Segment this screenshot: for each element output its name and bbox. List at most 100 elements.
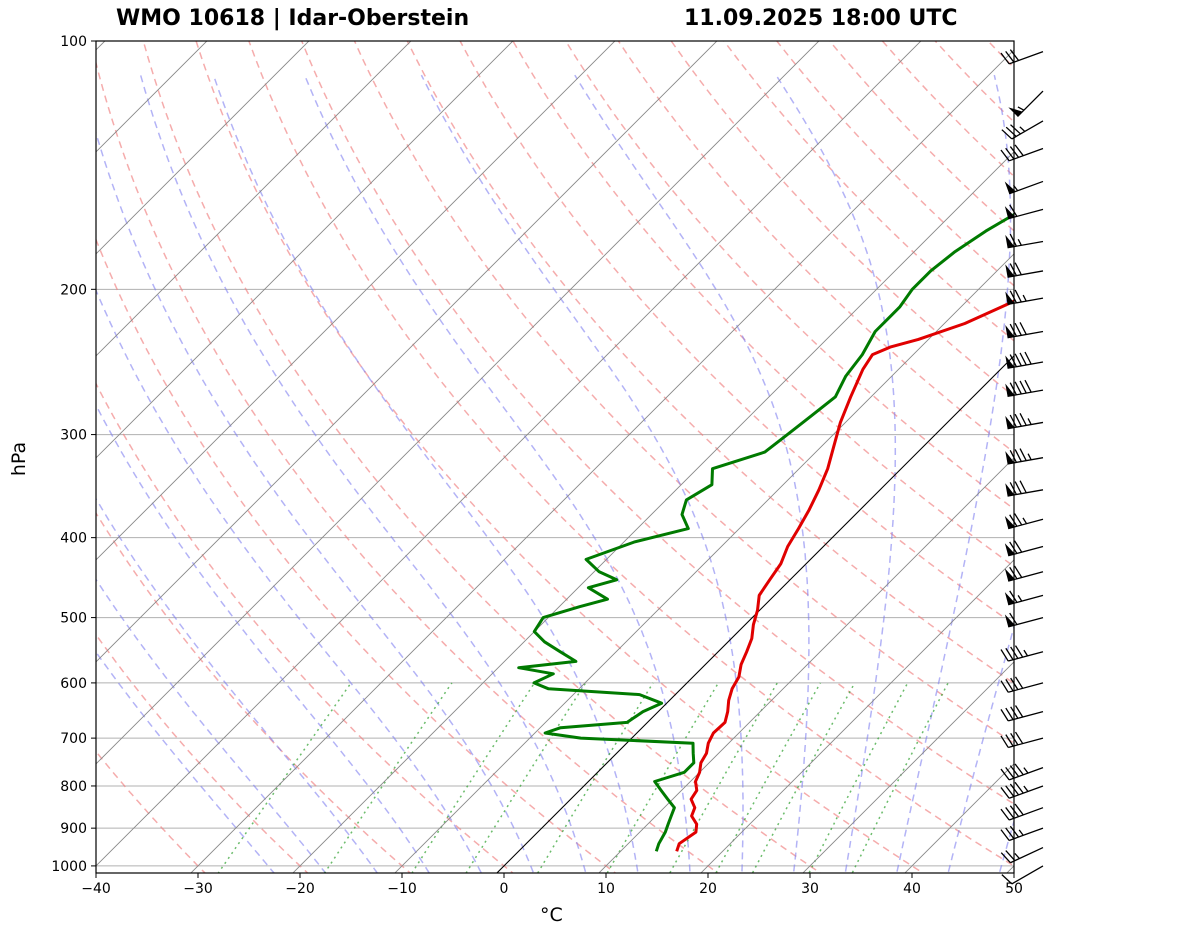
barb-pennant	[1005, 291, 1015, 305]
mixing-ratio-line	[323, 682, 453, 873]
isotherm	[96, 41, 412, 357]
barb-flag	[1010, 677, 1019, 690]
barb-pennant	[1005, 264, 1015, 278]
barb-flag	[1009, 590, 1018, 603]
y-tick-label: 700	[60, 731, 87, 747]
barb-flag	[1009, 323, 1017, 337]
barb-half-flag	[1023, 785, 1029, 792]
barb-flag	[1014, 803, 1024, 816]
barb-flag	[1010, 706, 1019, 719]
x-tick-label: −10	[387, 881, 417, 897]
barb-flag	[1005, 50, 1015, 63]
wind-barb	[1000, 846, 1044, 864]
dry-adiabat	[881, 41, 1014, 178]
barb-flag	[1014, 289, 1022, 303]
y-axis: 1000 900 800 700 600 500 400 300 200 100	[51, 34, 96, 875]
wind-barb	[1000, 763, 1044, 781]
moist-adiabat	[775, 74, 897, 873]
wind-barb	[1005, 351, 1044, 369]
barb-staff	[1007, 330, 1044, 339]
y-tick-label: 300	[60, 428, 87, 444]
barb-flag	[1019, 380, 1027, 394]
moist-adiabat	[96, 578, 327, 873]
barb-flag	[1005, 766, 1015, 779]
dry-adiabat	[96, 750, 207, 873]
wind-barb	[1004, 590, 1044, 606]
barb-flag	[1019, 480, 1027, 494]
barb-flag	[1019, 322, 1027, 335]
x-axis-label: °C	[540, 904, 563, 926]
y-tick-label: 500	[60, 611, 87, 627]
mixing-ratio-line	[217, 682, 352, 873]
barb-flag	[1000, 787, 1010, 799]
dry-adiabat	[96, 511, 412, 873]
barb-flag	[1014, 322, 1022, 336]
barb-pennant	[1005, 383, 1015, 397]
isotherm	[96, 41, 310, 255]
moist-adiabat	[96, 288, 483, 873]
barb-flag	[1014, 413, 1022, 427]
barb-flag	[1000, 649, 1009, 662]
wind-barb	[1005, 262, 1044, 278]
dry-adiabat	[670, 41, 1014, 398]
wind-barb	[1004, 612, 1044, 628]
dry-adiabat	[248, 41, 1014, 867]
dry-adiabat	[564, 41, 1014, 510]
x-tick-label: 10	[597, 881, 615, 897]
moist-adiabat	[96, 497, 379, 873]
barb-half-flag	[1017, 595, 1023, 602]
isotherm	[190, 49, 1014, 873]
barb-half-flag	[1022, 294, 1027, 302]
wind-barb	[1004, 540, 1044, 557]
barb-flag	[1005, 850, 1016, 862]
dry-adiabat	[96, 60, 720, 873]
chart-title-time: 11.09.2025 18:00 UTC	[684, 6, 958, 31]
barb-flag	[1000, 735, 1009, 748]
barb-staff	[1007, 361, 1044, 369]
barb-flag	[1010, 732, 1019, 746]
moist-adiabat	[139, 74, 587, 873]
barb-staff	[1008, 710, 1044, 722]
wind-barb	[1004, 204, 1044, 220]
wind-barb	[1000, 803, 1044, 821]
barb-flag	[1009, 765, 1020, 777]
wind-barb	[1001, 865, 1044, 885]
y-tick-label: 100	[60, 34, 87, 50]
barb-flag	[1014, 262, 1022, 276]
wind-barbs	[1000, 49, 1044, 885]
barb-flag	[1014, 481, 1022, 494]
barb-flag	[1009, 514, 1018, 527]
barb-flag	[1000, 149, 1010, 162]
moist-adiabat	[998, 818, 1014, 873]
wind-barb	[1008, 90, 1044, 117]
wind-barb	[1000, 731, 1044, 749]
barb-flag	[1009, 263, 1017, 276]
barb-flag	[1014, 449, 1022, 462]
barb-staff	[1008, 651, 1044, 662]
mixing-ratio-line	[411, 682, 536, 873]
barb-flag	[1009, 290, 1017, 304]
y-tick-label: 900	[60, 821, 87, 837]
dry-adiabat	[1127, 23, 1181, 884]
barb-pennant	[1004, 543, 1015, 556]
barb-flag	[1009, 146, 1020, 158]
moist-adiabat	[96, 130, 535, 873]
y-tick-label: 800	[60, 779, 87, 795]
wind-barb	[1005, 448, 1044, 465]
mixing-ratio-line	[715, 682, 822, 873]
barb-staff	[1008, 827, 1044, 842]
dry-adiabat	[723, 41, 1014, 342]
barb-pennant	[1004, 516, 1015, 529]
dry-adiabat	[512, 41, 1014, 568]
barb-flag	[1000, 709, 1009, 722]
barb-flag	[1005, 734, 1014, 747]
barb-flag	[1009, 783, 1020, 796]
moist-adiabat	[96, 650, 275, 873]
barb-flag	[1009, 541, 1018, 554]
x-tick-label: −30	[183, 881, 213, 897]
isotherm	[292, 151, 1014, 873]
y-tick-label: 600	[60, 676, 87, 692]
barb-flag	[1013, 565, 1023, 578]
barb-half-flag	[1013, 184, 1019, 192]
barb-pennant	[1004, 181, 1016, 194]
